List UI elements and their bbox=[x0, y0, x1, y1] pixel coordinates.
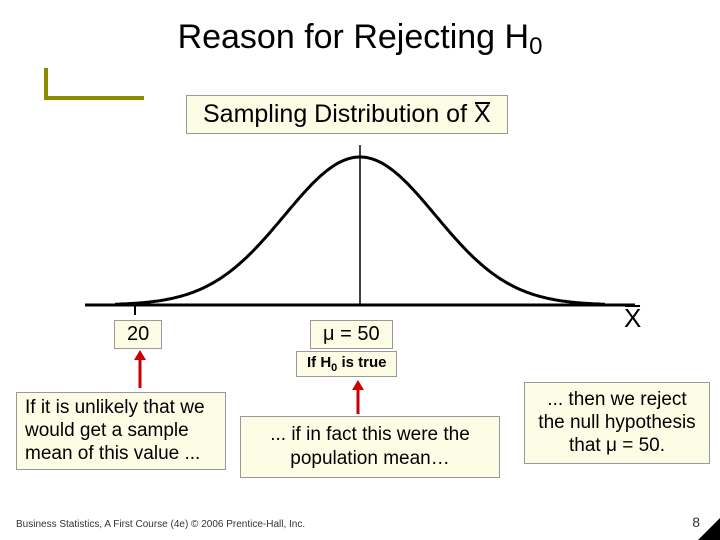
title-text: Reason for Rejecting H bbox=[178, 18, 530, 56]
bell-curve-svg bbox=[80, 145, 640, 320]
label-if-h0-true: If H0 is true bbox=[296, 351, 397, 377]
label-mu-equals-50: μ = 50 bbox=[310, 320, 393, 349]
explain-left: If it is unlikely that we would get a sa… bbox=[16, 392, 226, 470]
bell-curve bbox=[80, 145, 640, 320]
axis-xbar-label: X bbox=[624, 303, 641, 334]
page-title: Reason for Rejecting H0 bbox=[0, 18, 720, 57]
subtitle-prefix: Sampling Distribution of bbox=[203, 100, 474, 128]
explain-right: ... then we reject the null hypothesis t… bbox=[524, 382, 710, 464]
arrow-up-to-20 bbox=[130, 350, 150, 395]
xbar-symbol: X bbox=[474, 100, 491, 129]
corner-fold-icon bbox=[698, 518, 720, 540]
arrow-up-to-h0 bbox=[348, 380, 368, 421]
label-twenty: 20 bbox=[114, 320, 162, 349]
footer-citation: Business Statistics, A First Course (4e)… bbox=[16, 519, 305, 530]
accent-bar-horizontal bbox=[44, 96, 144, 100]
subtitle-box: Sampling Distribution of X bbox=[186, 95, 508, 134]
explain-middle: ... if in fact this were the population … bbox=[240, 416, 500, 478]
title-subscript: 0 bbox=[529, 33, 542, 60]
